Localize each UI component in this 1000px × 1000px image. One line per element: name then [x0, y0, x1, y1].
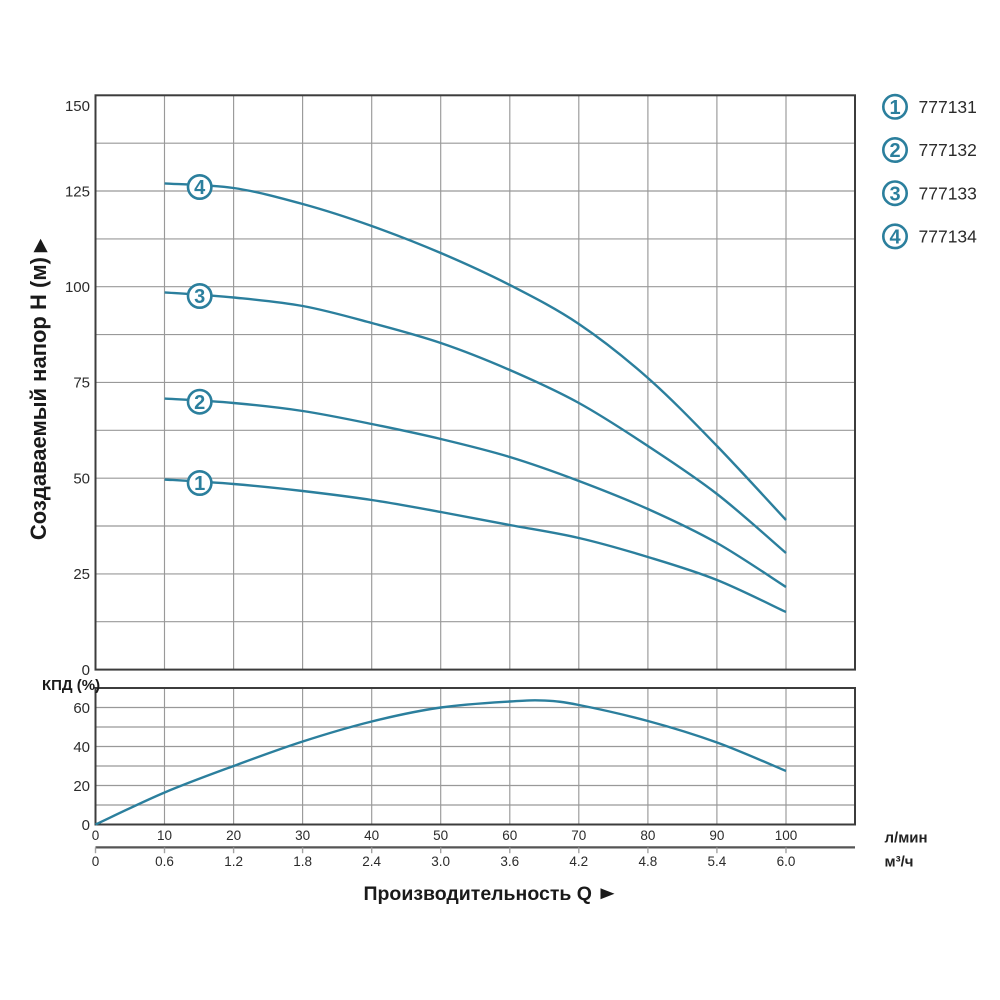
svg-text:0: 0 [82, 817, 90, 834]
svg-text:2.4: 2.4 [362, 854, 381, 869]
svg-text:4.2: 4.2 [569, 854, 588, 869]
svg-text:1: 1 [194, 473, 205, 495]
svg-text:125: 125 [65, 183, 90, 200]
svg-text:2: 2 [889, 140, 900, 162]
svg-text:25: 25 [73, 566, 90, 583]
svg-text:0: 0 [82, 662, 90, 679]
svg-text:40: 40 [73, 739, 90, 756]
svg-text:777133: 777133 [919, 183, 977, 203]
svg-text:КПД (%): КПД (%) [42, 677, 100, 694]
svg-text:3.6: 3.6 [500, 854, 519, 869]
svg-text:Производительность Q: Производительность Q [364, 883, 592, 905]
svg-text:60: 60 [73, 700, 90, 717]
svg-text:90: 90 [709, 828, 724, 843]
svg-text:6.0: 6.0 [777, 854, 796, 869]
svg-text:1.8: 1.8 [293, 854, 312, 869]
svg-text:777134: 777134 [919, 227, 978, 247]
svg-text:70: 70 [571, 828, 586, 843]
svg-text:4: 4 [194, 177, 206, 199]
svg-text:3: 3 [194, 286, 205, 308]
svg-text:80: 80 [640, 828, 655, 843]
svg-text:3: 3 [889, 183, 900, 205]
svg-text:50: 50 [433, 828, 448, 843]
svg-text:4.8: 4.8 [639, 854, 658, 869]
svg-text:777131: 777131 [919, 97, 977, 117]
svg-text:30: 30 [295, 828, 310, 843]
svg-text:60: 60 [502, 828, 517, 843]
svg-text:20: 20 [73, 778, 90, 795]
svg-text:1: 1 [889, 97, 900, 119]
svg-text:150: 150 [65, 98, 90, 115]
svg-text:20: 20 [226, 828, 241, 843]
svg-text:50: 50 [73, 471, 90, 488]
svg-text:40: 40 [364, 828, 379, 843]
svg-text:10: 10 [157, 828, 172, 843]
svg-text:0.6: 0.6 [155, 854, 174, 869]
svg-text:0: 0 [92, 828, 100, 843]
svg-text:3.0: 3.0 [431, 854, 450, 869]
svg-text:75: 75 [73, 375, 90, 392]
svg-text:2: 2 [194, 392, 205, 414]
svg-text:0: 0 [92, 854, 100, 869]
svg-text:777132: 777132 [919, 140, 977, 160]
svg-text:100: 100 [775, 828, 798, 843]
svg-text:100: 100 [65, 279, 90, 296]
svg-text:5.4: 5.4 [708, 854, 727, 869]
svg-text:Создаваемый напор Н (м): Создаваемый напор Н (м) [26, 257, 51, 540]
svg-text:1.2: 1.2 [224, 854, 243, 869]
svg-text:4: 4 [889, 227, 901, 249]
svg-text:м³/ч: м³/ч [885, 853, 914, 870]
svg-text:л/мин: л/мин [885, 830, 928, 847]
